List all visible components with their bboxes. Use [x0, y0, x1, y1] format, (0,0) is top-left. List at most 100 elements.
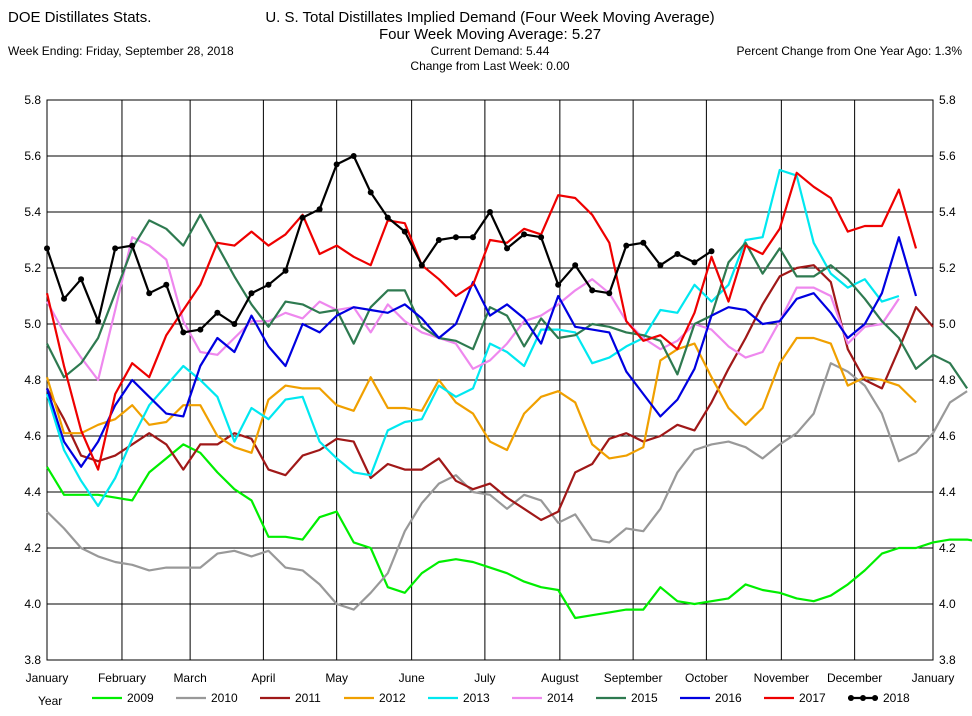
series-point-2018 — [78, 276, 85, 283]
legend-label-2015: 2015 — [631, 691, 658, 705]
series-line-2012 — [45, 336, 917, 460]
y-tick-label-left: 3.8 — [24, 653, 41, 667]
x-tick-label: May — [325, 671, 348, 685]
series-point-2018 — [95, 318, 102, 325]
legend-marker-2018 — [848, 695, 854, 701]
y-tick-label-left: 5.2 — [24, 261, 41, 275]
legend-label-2013: 2013 — [463, 691, 490, 705]
legend-label-2016: 2016 — [715, 691, 742, 705]
series-point-2018 — [657, 262, 664, 269]
series-point-2018 — [163, 281, 170, 288]
series-point-2018 — [299, 214, 306, 221]
y-tick-label-right: 5.2 — [939, 261, 956, 275]
series-point-2018 — [469, 234, 476, 241]
series-point-2018 — [435, 237, 442, 243]
series-point-2018 — [265, 281, 272, 288]
x-tick-label: December — [827, 671, 882, 685]
y-tick-label-left: 4.8 — [24, 373, 41, 387]
x-tick-label: June — [399, 671, 425, 685]
legend-label-2010: 2010 — [211, 691, 238, 705]
series-point-2018 — [708, 248, 715, 255]
x-tick-label: July — [474, 671, 495, 685]
moving-average-readout: Four Week Moving Average: 5.27 — [378, 26, 602, 43]
percent-change-readout: Percent Change from One Year Ago: 1.3% — [736, 44, 962, 58]
y-tick-label-left: 4.0 — [24, 597, 41, 611]
y-tick-label-right: 4.0 — [939, 597, 956, 611]
series-point-2018 — [112, 245, 119, 252]
series-point-2018 — [129, 242, 136, 249]
series-point-2018 — [606, 290, 613, 297]
series-point-2018 — [623, 242, 630, 249]
weekly-change-readout: Change from Last Week: 0.00 — [410, 59, 570, 73]
x-tick-label: August — [541, 671, 579, 685]
x-tick-label: October — [685, 671, 728, 685]
y-tick-label-right: 5.8 — [939, 93, 956, 107]
series-point-2018 — [333, 161, 340, 168]
legend-label-2018: 2018 — [883, 691, 910, 705]
series-point-2018 — [350, 153, 357, 159]
y-tick-label-right: 4.8 — [939, 373, 956, 387]
series-line-2018 — [45, 154, 713, 334]
y-tick-label-right: 4.2 — [939, 541, 956, 555]
series-point-2018 — [691, 259, 698, 266]
series-point-2018 — [504, 245, 511, 252]
series-point-2018 — [555, 281, 562, 288]
series-point-2018 — [282, 267, 289, 274]
y-tick-label-left: 5.6 — [24, 149, 41, 163]
y-tick-label-right: 5.0 — [939, 317, 956, 331]
y-tick-label-left: 5.4 — [24, 205, 41, 219]
series-line-2013 — [45, 168, 900, 508]
series-point-2018 — [214, 309, 221, 316]
series-point-2018 — [146, 290, 153, 297]
series-point-2018 — [248, 290, 255, 297]
series-point-2018 — [197, 326, 204, 333]
legend-label-2011: 2011 — [295, 691, 321, 705]
app-title: DOE Distillates Stats. — [8, 9, 152, 26]
y-tick-label-left: 4.4 — [24, 485, 41, 499]
series-line-2015 — [46, 213, 969, 390]
series-point-2018 — [61, 295, 68, 302]
series-point-2018 — [538, 234, 545, 241]
series-line-2016 — [45, 236, 918, 468]
series-point-2018 — [231, 321, 238, 327]
chart-title: U. S. Total Distillates Implied Demand (… — [265, 9, 715, 26]
series-point-2018 — [589, 287, 596, 294]
y-tick-label-right: 5.6 — [939, 149, 956, 163]
series-line-2017 — [45, 171, 918, 471]
series-point-2018 — [487, 209, 493, 215]
legend-label-2009: 2009 — [127, 691, 154, 705]
series-point-2018 — [384, 214, 391, 221]
series-line-2010 — [46, 362, 968, 611]
x-tick-label: November — [754, 671, 809, 685]
series-point-2018 — [521, 231, 528, 238]
y-tick-label-right: 4.6 — [939, 429, 956, 443]
week-ending-label: Week Ending: Friday, September 28, 2018 — [8, 44, 234, 58]
y-tick-label-left: 4.2 — [24, 541, 41, 555]
series-line-2011 — [46, 264, 934, 522]
legend-label-2012: 2012 — [379, 691, 406, 705]
current-demand-readout: Current Demand: 5.44 — [430, 44, 550, 58]
legend-marker-2018 — [860, 695, 866, 701]
series-point-2018 — [674, 251, 681, 257]
y-tick-label-right: 3.8 — [939, 653, 956, 667]
x-tick-label: January — [26, 671, 69, 685]
legend-label-2014: 2014 — [547, 691, 574, 705]
x-tick-label: March — [173, 671, 206, 685]
series-point-2018 — [180, 329, 187, 336]
y-tick-label-left: 5.8 — [24, 93, 41, 107]
series-point-2018 — [44, 245, 50, 252]
y-tick-label-left: 5.0 — [24, 317, 41, 331]
x-tick-label: February — [98, 671, 146, 685]
series-point-2018 — [316, 206, 323, 213]
legend-label-2017: 2017 — [799, 691, 826, 705]
legend-title: Year — [38, 694, 63, 708]
series-point-2018 — [572, 262, 579, 269]
x-tick-label: September — [604, 671, 663, 685]
series-point-2018 — [418, 262, 425, 269]
series-point-2018 — [401, 228, 408, 235]
y-tick-label-left: 4.6 — [24, 429, 41, 443]
y-tick-label-right: 5.4 — [939, 205, 956, 219]
series-line-2009 — [46, 443, 972, 620]
series-point-2018 — [452, 234, 459, 241]
